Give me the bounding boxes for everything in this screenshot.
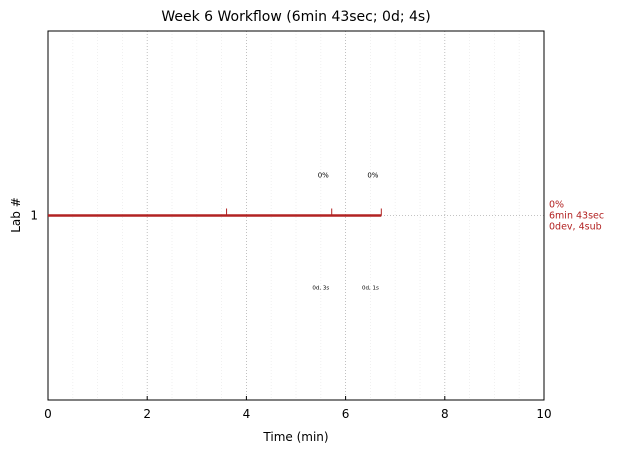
x-axis-label: Time (min) [262,430,328,444]
x-tick-label: 6 [342,407,350,421]
percent-label: 0% [318,172,329,180]
summary-label: 6min 43sec [549,211,604,222]
y-tick-label: 1 [30,209,38,223]
percent-label: 0% [367,172,378,180]
summary-label: 0dev, 4sub [549,222,602,233]
summary-label: 0% [549,200,564,211]
x-tick-label: 0 [44,407,52,421]
deviation-label: 0d, 3s [312,286,329,292]
deviation-label: 0d, 1s [362,286,379,292]
x-tick-label: 10 [536,407,551,421]
x-axis-ticks: 0 2 4 6 8 10 1 [30,209,551,422]
x-tick-label: 8 [441,407,449,421]
y-axis-label: Lab # [9,197,23,233]
chart-title: Week 6 Workflow (6min 43sec; 0d; 4s) [161,9,430,25]
x-tick-label: 4 [243,407,251,421]
x-tick-label: 2 [143,407,151,421]
